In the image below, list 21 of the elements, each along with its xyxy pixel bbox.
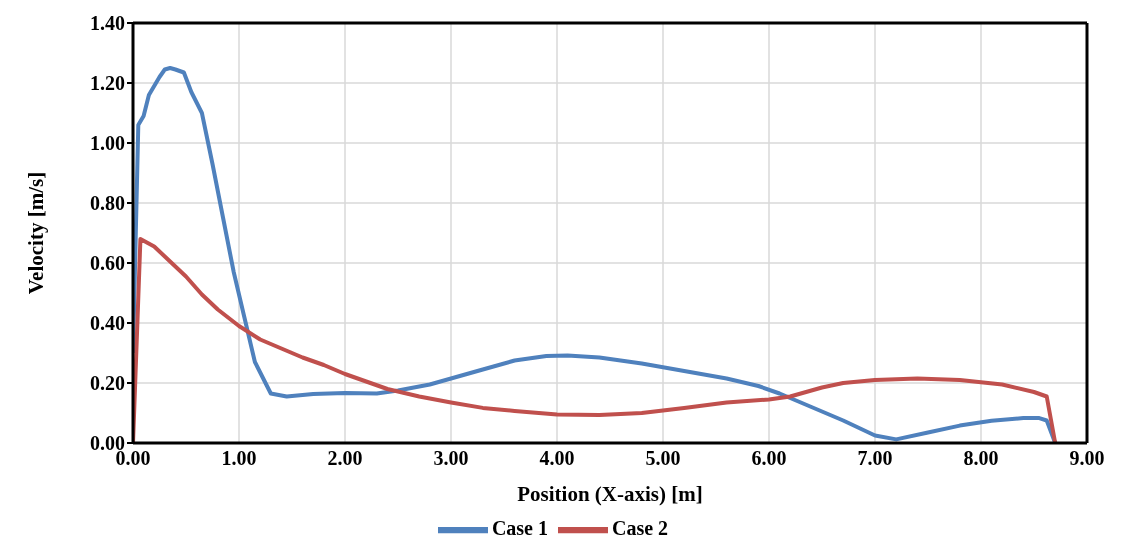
y-tick-label: 0.40 [90, 312, 125, 335]
x-tick-label: 4.00 [539, 447, 575, 470]
x-tick-label: 6.00 [751, 447, 787, 470]
x-tick-label: 7.00 [857, 447, 893, 470]
y-tick-label: 0.80 [90, 192, 125, 215]
y-tick-label: 1.20 [90, 72, 125, 95]
x-axis-title: Position (X-axis) [m] [517, 482, 703, 506]
line-series [133, 237, 1058, 443]
x-tick-label: 2.00 [327, 447, 363, 470]
y-tick-label: 0.20 [90, 372, 125, 395]
y-axis-title: Velocity [m/s] [24, 171, 49, 295]
y-tick-label: 1.40 [90, 12, 125, 35]
legend-label: Case 2 [612, 516, 669, 539]
legend-label: Case 1 [491, 516, 548, 539]
x-tick-label: 1.00 [221, 447, 257, 470]
y-tick-label: 1.00 [90, 132, 125, 155]
x-tick-label: 5.00 [645, 447, 681, 470]
x-tick-label: 3.00 [433, 447, 469, 470]
x-tick-label: 8.00 [963, 447, 999, 470]
y-tick-label: 0.60 [90, 252, 125, 275]
x-tick-label: 9.00 [1069, 447, 1105, 470]
